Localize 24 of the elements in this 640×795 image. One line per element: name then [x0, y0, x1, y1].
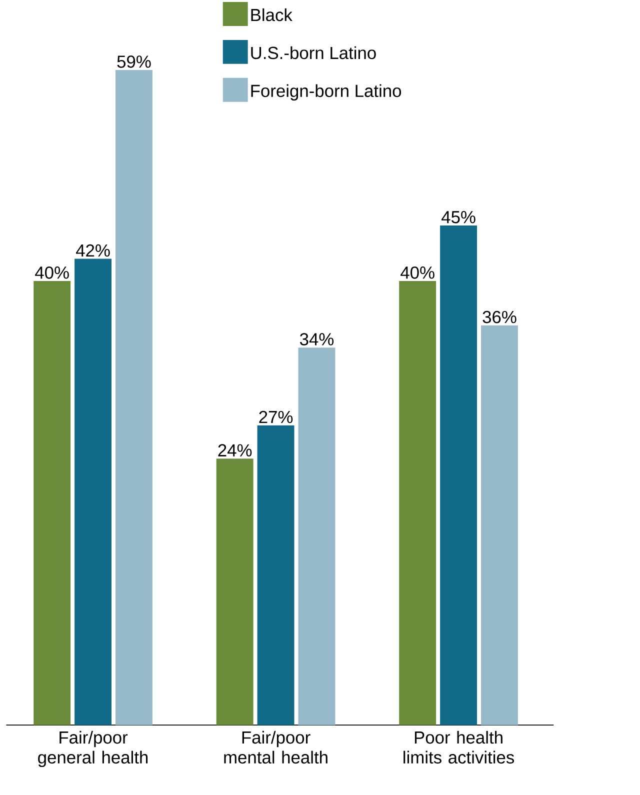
- legend-label: Black: [251, 8, 292, 22]
- legend-label: Foreign-born Latino: [251, 84, 401, 101]
- x-tick-label: Fair/poor general health: [38, 730, 148, 768]
- data-label: 45%: [441, 211, 476, 224]
- bar: [33, 280, 70, 726]
- data-label: 36%: [482, 310, 516, 324]
- bar: [398, 280, 436, 726]
- data-label: 40%: [34, 266, 69, 279]
- data-label: 34%: [300, 333, 334, 346]
- legend-label: U.S.-born Latino: [251, 46, 376, 60]
- bar: [440, 225, 477, 726]
- bar: [480, 325, 518, 726]
- x-tick-label: Poor health limits activities: [403, 730, 514, 764]
- bar: [216, 458, 254, 726]
- data-label: 40%: [400, 266, 434, 279]
- bar: [74, 258, 112, 726]
- x-tick-label: Fair/poor mental health: [224, 730, 328, 764]
- data-label: 59%: [117, 56, 151, 68]
- data-label: 42%: [76, 244, 110, 257]
- data-label: 27%: [259, 410, 292, 424]
- bar: [298, 348, 336, 726]
- bar: [257, 425, 294, 726]
- data-label: 24%: [218, 444, 252, 456]
- bar: [115, 70, 152, 726]
